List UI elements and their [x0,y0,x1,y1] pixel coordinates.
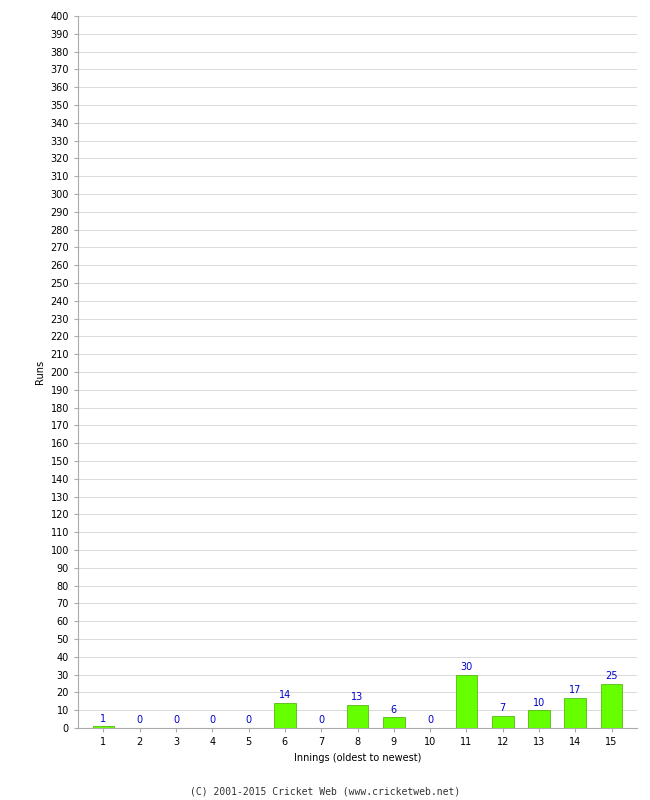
Bar [492,715,514,728]
Bar [601,683,623,728]
Text: 10: 10 [533,698,545,707]
Text: 13: 13 [352,692,363,702]
Text: 0: 0 [427,715,433,726]
Text: 25: 25 [605,671,618,681]
Text: 0: 0 [136,715,143,726]
Bar [346,705,369,728]
Text: 14: 14 [279,690,291,701]
Text: 7: 7 [500,703,506,713]
Text: 30: 30 [460,662,473,672]
Bar [383,718,405,728]
Text: 0: 0 [318,715,324,726]
Bar [92,726,114,728]
Bar [274,703,296,728]
Text: 1: 1 [100,714,107,723]
Bar [528,710,550,728]
Text: 6: 6 [391,705,397,714]
X-axis label: Innings (oldest to newest): Innings (oldest to newest) [294,753,421,762]
Text: 0: 0 [173,715,179,726]
Y-axis label: Runs: Runs [35,360,45,384]
Text: (C) 2001-2015 Cricket Web (www.cricketweb.net): (C) 2001-2015 Cricket Web (www.cricketwe… [190,786,460,796]
Text: 17: 17 [569,685,582,695]
Bar [456,674,477,728]
Text: 0: 0 [246,715,252,726]
Text: 0: 0 [209,715,215,726]
Bar [564,698,586,728]
